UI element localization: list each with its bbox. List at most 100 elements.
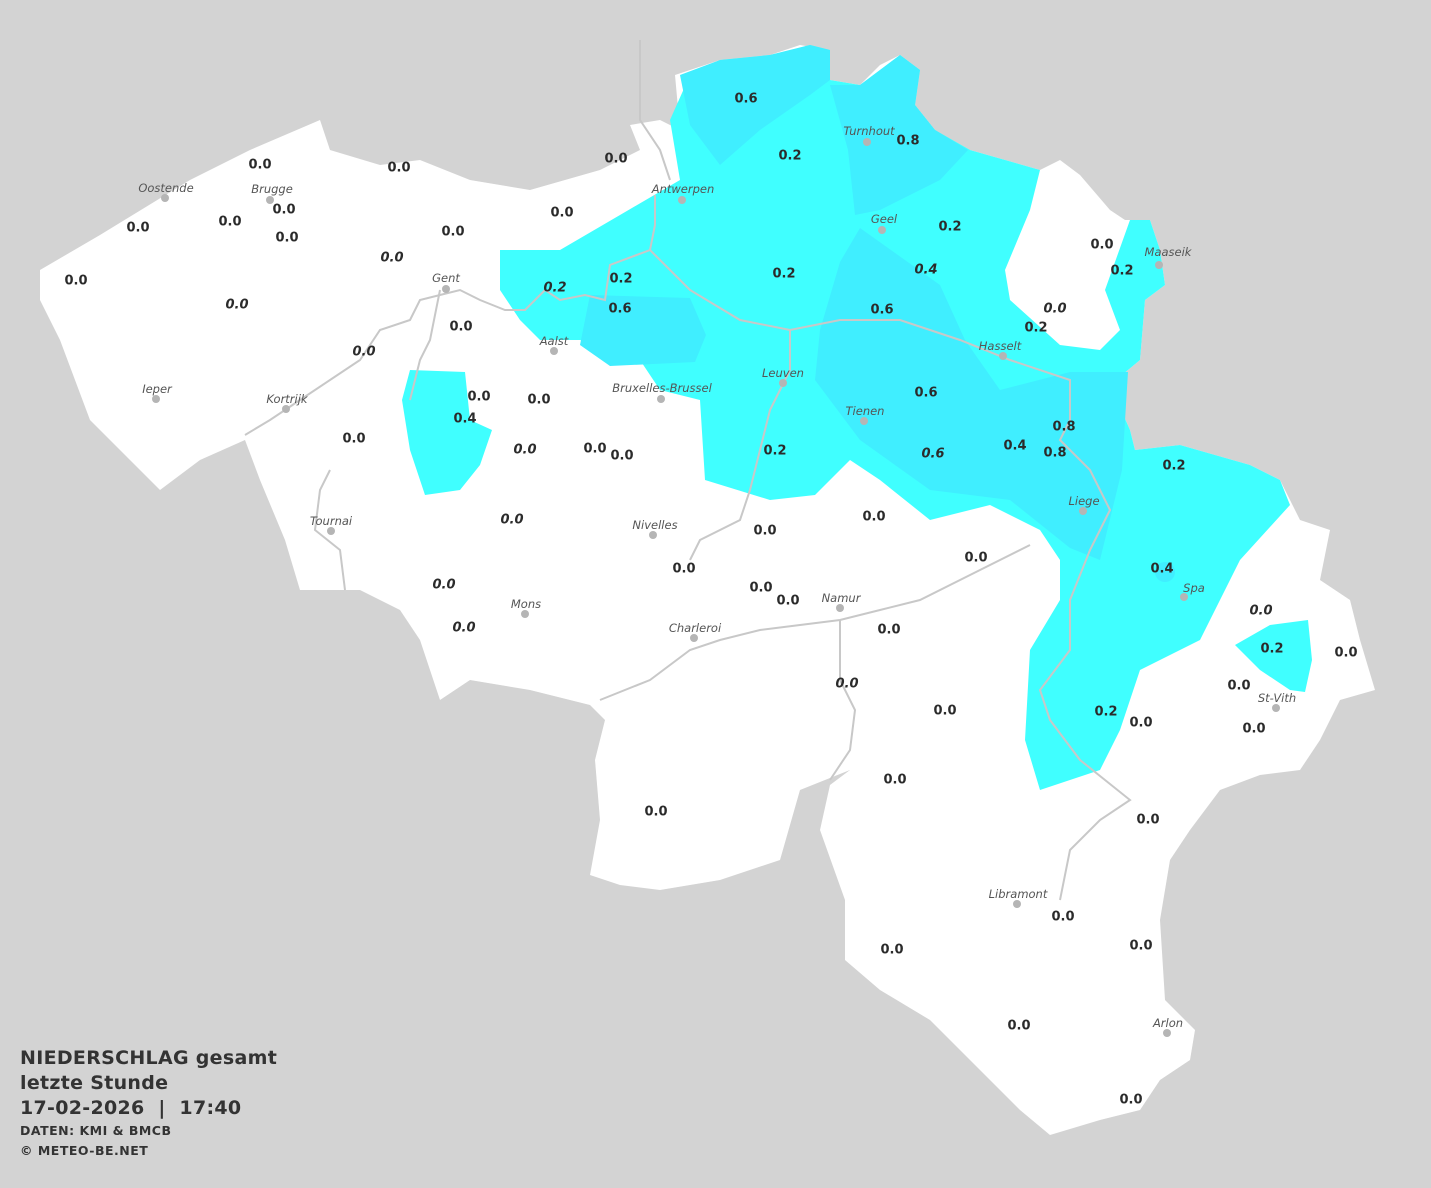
station-value: 0.6 [870,302,894,318]
station-value: 0.6 [608,301,632,317]
city-dot [327,527,335,535]
station-value: 0.0 [1129,938,1153,954]
city-label: Ieper [142,382,172,396]
city-dot [521,610,529,618]
city-dot [779,379,787,387]
station-value: 0.0 [452,620,476,636]
station-value: 0.0 [527,392,551,408]
city-dot [1180,593,1188,601]
station-value: 0.0 [672,561,696,577]
city-label: Hasselt [978,339,1022,353]
station-value: 0.0 [604,151,628,167]
station-value: 0.0 [1334,645,1358,661]
station-value: 0.0 [1043,301,1067,317]
station-value: 0.0 [550,205,574,221]
station-value: 0.6 [921,446,945,462]
station-value: 0.0 [1227,678,1251,694]
city-dot [1272,704,1280,712]
city-label: Kortrijk [266,392,308,406]
station-value: 0.2 [772,266,796,282]
city-dot [442,285,450,293]
rivers [244,40,1132,901]
legend-title: NIEDERSCHLAG gesamt [20,1047,278,1069]
station-value: 0.0 [500,512,524,528]
station-value: 0.0 [1119,1092,1143,1108]
city-label: Libramont [988,887,1048,901]
station-value: 0.0 [513,442,537,458]
station-value: 0.6 [734,91,758,107]
city-dot [878,226,886,234]
station-value: 0.0 [583,441,607,457]
station-value: 0.2 [778,148,802,164]
city-label: Liege [1068,494,1100,508]
station-value: 0.0 [441,224,465,240]
station-value: 0.0 [432,577,456,593]
city-label: Geel [870,212,898,226]
station-value: 0.2 [1162,458,1186,474]
station-value: 0.2 [938,219,962,235]
station-value: 0.0 [776,593,800,609]
city-label: Antwerpen [651,182,715,196]
legend-datetime: 17-02-2026 | 17:40 [20,1097,242,1119]
station-value: 0.0 [862,509,886,525]
station-value: 0.0 [342,431,366,447]
city-label: Arlon [1152,1016,1184,1030]
station-value: 0.2 [1260,641,1284,657]
city-dot [649,531,657,539]
station-value: 0.2 [543,280,567,296]
station-value: 0.0 [272,202,296,218]
station-value: 0.0 [1129,715,1153,731]
city-label: Mons [510,597,542,611]
precip-area-dark-turnhout [830,55,968,215]
station-value: 0.4 [453,411,477,427]
station-value: 0.6 [914,385,938,401]
station-value: 0.0 [64,273,88,289]
city-label: Tournai [309,514,353,528]
station-value: 0.0 [218,214,242,230]
city-label: Maaseik [1144,245,1192,259]
city-label: Bruxelles-Brussel [612,381,712,395]
station-value: 0.0 [126,220,150,236]
city-label: Spa [1183,581,1205,595]
city-dot [860,417,868,425]
station-value: 0.0 [933,703,957,719]
city-label: Brugge [251,182,293,196]
station-value: 0.2 [1024,320,1048,336]
city-dot [999,352,1007,360]
precip-area-0-2-stvith [1235,620,1312,692]
station-value: 0.0 [1136,812,1160,828]
station-value: 0.4 [1150,561,1174,577]
city-dot [657,395,665,403]
station-value: 0.0 [387,160,411,176]
station-value: 0.0 [644,804,668,820]
city-label: Nivelles [632,518,678,532]
city-label: Turnhout [843,124,895,138]
station-value: 0.2 [609,271,633,287]
station-value: 0.0 [1249,603,1273,619]
precip-area-dark-brussels [580,295,706,366]
station-value: 0.8 [1043,445,1067,461]
station-value: 0.8 [1052,419,1076,435]
legend: NIEDERSCHLAG gesamt letzte Stunde 17-02-… [20,1046,277,1161]
city-dot [678,196,686,204]
station-value: 0.0 [1051,909,1075,925]
station-value: 0.0 [877,622,901,638]
station-value: 0.0 [1090,237,1114,253]
station-value: 0.0 [449,319,473,335]
city-dot [863,138,871,146]
city-label: Namur [821,591,861,605]
precip-area-dark-central [815,228,1128,560]
city-dot [152,395,160,403]
station-value: 0.0 [275,230,299,246]
station-value: 0.0 [352,344,376,360]
station-value: 0.0 [380,250,404,266]
city-dot [1155,261,1163,269]
city-label: Leuven [762,366,804,380]
city-dot [161,194,169,202]
station-value: 0.0 [749,580,773,596]
belgium-land [40,45,1375,1135]
station-value: 0.0 [964,550,988,566]
station-value: 0.2 [1094,704,1118,720]
station-value: 0.2 [763,443,787,459]
